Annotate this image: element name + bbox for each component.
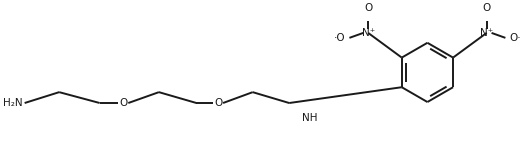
Text: NH: NH [302,113,318,123]
Text: O: O [214,98,222,108]
Text: O: O [483,3,491,13]
Text: H₂N: H₂N [3,98,23,108]
Text: O·: O· [510,33,520,43]
Text: O: O [119,98,127,108]
Text: N⁺: N⁺ [480,28,493,38]
Text: N⁺: N⁺ [361,28,375,38]
Text: ·O: ·O [334,33,345,43]
Text: O: O [364,3,372,13]
